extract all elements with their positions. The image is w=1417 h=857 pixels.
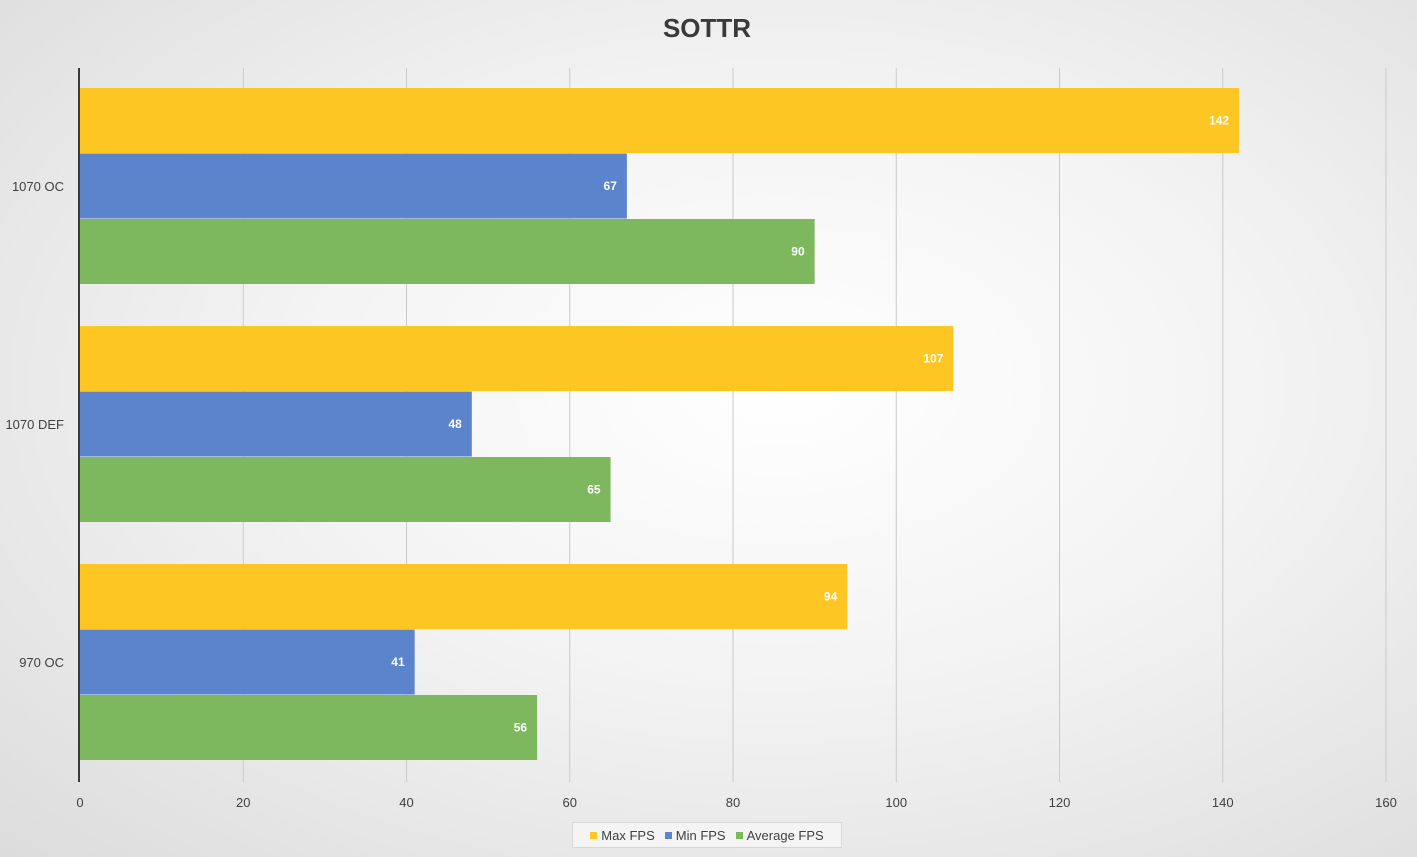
category-label: 1070 OC bbox=[12, 179, 64, 194]
legend-item: Max FPS bbox=[590, 827, 655, 843]
bar bbox=[80, 457, 611, 522]
legend-label: Min FPS bbox=[675, 827, 726, 843]
bar bbox=[80, 219, 815, 284]
bar bbox=[80, 695, 538, 760]
x-tick-label: 160 bbox=[1375, 795, 1397, 810]
category-label: 970 OC bbox=[19, 655, 64, 670]
legend-item: Min FPS bbox=[664, 827, 726, 843]
legend: Max FPS Min FPS Average FPS bbox=[572, 822, 842, 848]
legend-swatch bbox=[664, 831, 672, 839]
data-label: 65 bbox=[587, 483, 601, 497]
bar bbox=[80, 629, 415, 695]
legend-item: Average FPS bbox=[735, 827, 824, 843]
x-tick-label: 0 bbox=[76, 795, 83, 810]
data-label: 48 bbox=[448, 417, 462, 431]
legend-label: Max FPS bbox=[601, 827, 655, 843]
x-tick-label: 140 bbox=[1212, 795, 1234, 810]
bar bbox=[80, 326, 954, 391]
chart-title: SOTTR bbox=[663, 13, 751, 43]
data-label: 94 bbox=[824, 590, 838, 604]
x-tick-label: 40 bbox=[399, 795, 413, 810]
data-label: 67 bbox=[604, 179, 618, 193]
bar bbox=[80, 153, 627, 219]
bar bbox=[80, 88, 1240, 153]
legend-label: Average FPS bbox=[746, 827, 824, 843]
x-tick-label: 80 bbox=[726, 795, 740, 810]
bar bbox=[80, 391, 472, 457]
data-label: 107 bbox=[923, 352, 943, 366]
x-tick-label: 120 bbox=[1049, 795, 1071, 810]
bar bbox=[80, 564, 848, 629]
legend-swatch bbox=[735, 831, 743, 839]
data-label: 142 bbox=[1209, 114, 1229, 128]
data-label: 41 bbox=[391, 655, 405, 669]
x-tick-label: 100 bbox=[885, 795, 907, 810]
data-label: 90 bbox=[791, 245, 805, 259]
legend-swatch bbox=[590, 831, 598, 839]
x-tick-label: 60 bbox=[563, 795, 577, 810]
category-label: 1070 DEF bbox=[5, 417, 64, 432]
data-label: 56 bbox=[514, 721, 528, 735]
x-tick-label: 20 bbox=[236, 795, 250, 810]
